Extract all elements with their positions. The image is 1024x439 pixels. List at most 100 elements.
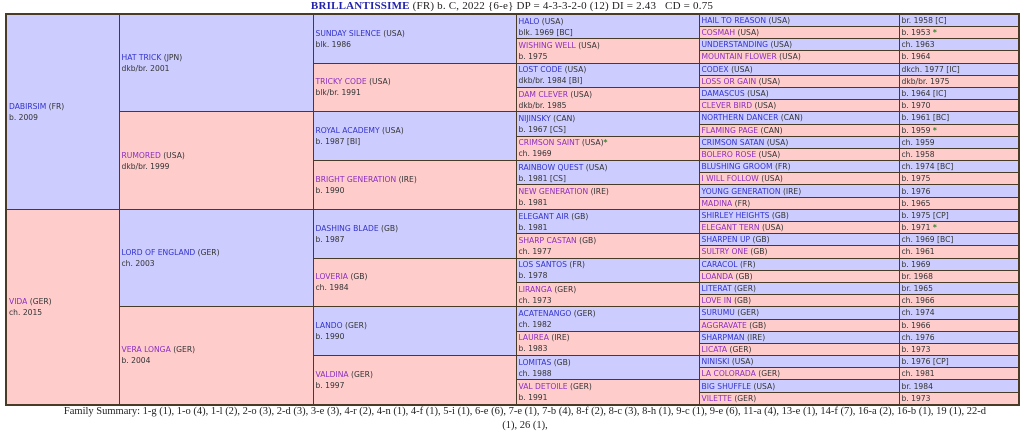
horse-link[interactable]: CLEVER BIRD xyxy=(701,101,753,111)
horse-link[interactable]: BLUSHING GROOM xyxy=(701,162,773,172)
horse-country: (GB) xyxy=(771,210,789,220)
horse-link[interactable]: HAT TRICK xyxy=(121,53,162,63)
horse-link[interactable]: VERA LONGA xyxy=(121,345,171,355)
gen4-ancestor-cell: WISHING WELL (USA) b. 1975 xyxy=(515,38,700,64)
horse-link[interactable]: VALDINA xyxy=(315,369,349,379)
horse-country: (USA) xyxy=(369,77,391,87)
horse-link[interactable]: SHARP CASTAN xyxy=(518,235,577,245)
horse-link[interactable]: LOMITAS xyxy=(518,357,552,367)
horse-link[interactable]: LOST CODE xyxy=(518,65,563,75)
horse-country: (FR) xyxy=(739,259,756,269)
horse-info: ch. 2015 xyxy=(9,307,43,317)
horse-link[interactable]: LOSS OR GAIN xyxy=(701,76,757,86)
horse-country: (FR) xyxy=(569,260,585,270)
horse-link[interactable]: SHARPEN UP xyxy=(701,235,751,245)
horse-country: (USA) xyxy=(737,28,760,38)
horse-link[interactable]: CRIMSON SAINT xyxy=(518,138,580,148)
horse-link[interactable]: BIG SHUFFLE xyxy=(701,381,752,391)
horse-link[interactable]: LOS SANTOS xyxy=(518,260,567,270)
horse-link[interactable]: MOUNTAIN FLOWER xyxy=(701,52,777,62)
horse-link[interactable]: SURUMU xyxy=(701,308,735,318)
gen5-info-cell: br. 1965 xyxy=(898,281,1020,296)
horse-link[interactable]: UNDERSTANDING xyxy=(701,40,769,50)
horse-link[interactable]: BOLERO ROSE xyxy=(701,149,757,159)
star-icon: * xyxy=(603,138,608,148)
horse-link[interactable]: LOANDA xyxy=(701,271,734,281)
gen5-ancestor-cell: HAIL TO REASON (USA) xyxy=(698,13,900,27)
horse-link[interactable]: LOVE IN xyxy=(701,296,732,306)
horse-link[interactable]: HALO xyxy=(518,16,540,26)
gen5-info-cell: b. 1953 * xyxy=(898,25,1020,40)
gen5-ancestor-cell: SURUMU (GER) xyxy=(698,306,900,320)
horse-link[interactable]: VILETTE xyxy=(701,393,732,403)
star-icon: * xyxy=(932,125,937,135)
horse-link[interactable]: YOUNG GENERATION xyxy=(701,186,781,196)
horse-info: b. 1971 xyxy=(901,223,931,233)
pedigree-row: MOUNTAIN FLOWER (USA) b. 1964 xyxy=(6,50,1020,64)
horse-link[interactable]: ELEGANT TERN xyxy=(701,223,760,233)
horse-link[interactable]: DAMASCUS xyxy=(701,89,745,99)
horse-link[interactable]: I WILL FOLLOW xyxy=(701,174,759,184)
horse-link[interactable]: VAL DETOILE xyxy=(518,382,568,392)
horse-info: ch. 1969 [BC] xyxy=(901,235,954,245)
horse-link[interactable]: ROYAL ACADEMY xyxy=(315,126,380,136)
horse-link[interactable]: LICATA xyxy=(701,344,728,354)
horse-link[interactable]: AGGRAVATE xyxy=(701,320,747,330)
gen5-info-cell: ch. 1974 xyxy=(898,306,1020,320)
horse-link[interactable]: BRIGHT GENERATION xyxy=(315,174,397,184)
pedigree-row: VILETTE (GER) b. 1973 xyxy=(6,391,1020,406)
horse-name[interactable]: BRILLANTISSIME xyxy=(310,0,410,12)
horse-info: b. 1987 [BI] xyxy=(315,137,361,147)
gen4-ancestor-cell: ELEGANT AIR (GB) b. 1981 xyxy=(515,208,700,235)
horse-link[interactable]: SUNDAY SILENCE xyxy=(315,28,381,38)
horse-link[interactable]: DAM CLEVER xyxy=(518,89,568,99)
horse-link[interactable]: LOVERIA xyxy=(315,272,349,282)
horse-link[interactable]: NORTHERN DANCER xyxy=(701,113,779,123)
horse-link[interactable]: NIJINSKY xyxy=(518,114,551,123)
gen4-ancestor-cell: LIRANGA (GER) ch. 1973 xyxy=(515,281,700,308)
horse-link[interactable]: NINISKI xyxy=(701,357,730,367)
gen5-info-cell: b. 1971 * xyxy=(898,220,1020,235)
horse-link[interactable]: LIRANGA xyxy=(518,284,552,294)
gen5-info-cell: b. 1961 [BC] xyxy=(898,111,1020,125)
horse-link[interactable]: LA COLORADA xyxy=(701,369,756,379)
horse-link[interactable]: ELEGANT AIR xyxy=(518,211,569,221)
horse-info: b. 1976 [CP] xyxy=(901,357,949,367)
horse-link[interactable]: FLAMING PAGE xyxy=(701,125,759,135)
gen5-ancestor-cell: SHIRLEY HEIGHTS (GB) xyxy=(698,208,900,223)
horse-link[interactable]: CODEX xyxy=(701,64,729,74)
gen5-info-cell: br. 1958 [C] xyxy=(898,13,1020,27)
horse-link[interactable]: TRICKY CODE xyxy=(315,77,367,87)
horse-country: (USA) xyxy=(564,65,587,75)
horse-link[interactable]: WISHING WELL xyxy=(518,40,576,50)
horse-link[interactable]: LITERAT xyxy=(701,284,732,294)
horse-link[interactable]: RUMORED xyxy=(121,150,161,160)
horse-link[interactable]: VIDA xyxy=(9,296,28,306)
horse-link[interactable]: CRIMSON SATAN xyxy=(701,137,765,147)
horse-link[interactable]: MADINA xyxy=(701,198,733,208)
horse-link[interactable]: CARACOL xyxy=(701,259,738,269)
horse-link[interactable]: ACATENANGO xyxy=(518,309,572,318)
gen5-info-cell: b. 1975 [CP] xyxy=(898,208,1020,223)
horse-link[interactable]: COSMAH xyxy=(701,28,736,38)
horse-country: (FR) xyxy=(734,198,751,208)
horse-link[interactable]: LANDO xyxy=(315,321,343,331)
horse-link[interactable]: RAINBOW QUEST xyxy=(518,162,584,172)
horse-country: (USA) xyxy=(578,40,600,50)
horse-link[interactable]: SHARPMAN xyxy=(701,332,745,342)
horse-link[interactable]: DASHING BLADE xyxy=(315,223,379,233)
horse-country: (USA) xyxy=(779,52,801,62)
pedigree-row: VERA LONGA (GER) b. 2004 LANDO (GER) b. 199… xyxy=(6,306,1020,406)
gen5-ancestor-cell: SULTRY ONE (GB) xyxy=(698,245,900,259)
horse-link[interactable]: SHIRLEY HEIGHTS xyxy=(701,210,770,220)
horse-country: (IRE) xyxy=(746,332,766,342)
pedigree-row: DAM CLEVER (USA) dkb/br. 1985 DAMASCUS (US… xyxy=(6,86,1020,113)
horse-link[interactable]: NEW GENERATION xyxy=(518,187,589,197)
horse-link[interactable]: LORD OF ENGLAND xyxy=(121,248,196,258)
horse-link[interactable]: HAIL TO REASON xyxy=(701,16,767,25)
horse-link[interactable]: SULTRY ONE xyxy=(701,247,749,257)
gen5-info-cell: b. 1965 xyxy=(898,196,1020,210)
pedigree-row: VAL DETOILE (GER) b. 1991 BIG SHUFFLE (USA… xyxy=(6,379,1020,406)
horse-link[interactable]: DABIRSIM xyxy=(9,101,47,111)
horse-link[interactable]: LAUREA xyxy=(518,333,549,343)
